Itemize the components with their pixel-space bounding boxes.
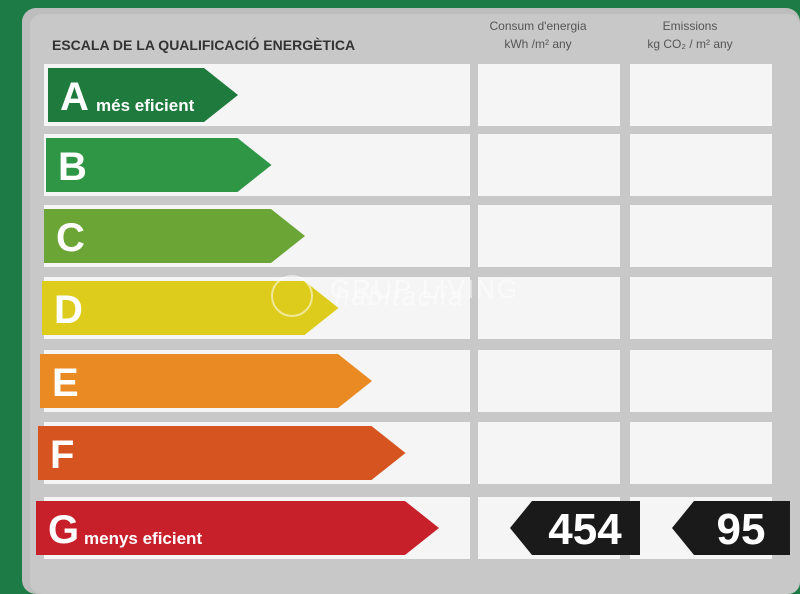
rating-letter: A [60, 75, 89, 119]
consumption-cell [478, 205, 620, 267]
consumption-cell [478, 134, 620, 196]
emissions-badge [672, 501, 790, 555]
rating-note: menys eficient [84, 529, 202, 548]
rating-letter: C [56, 216, 85, 260]
consumption-value: 454 [548, 505, 622, 554]
emissions-cell [630, 422, 772, 484]
consumption-cell [478, 350, 620, 412]
emissions-unit: kg CO₂ / m² any [647, 37, 732, 51]
rating-arrow [38, 426, 406, 480]
rating-arrow [40, 354, 372, 408]
rating-note: més eficient [96, 96, 195, 115]
rating-letter: G [48, 508, 79, 552]
rating-letter: E [52, 361, 79, 405]
emissions-cell [630, 134, 772, 196]
rating-arrow [46, 138, 272, 192]
emissions-title: Emissions [663, 19, 718, 33]
emissions-cell [630, 64, 772, 126]
consumption-cell [478, 277, 620, 339]
rating-arrow [44, 209, 305, 263]
emissions-value: 95 [717, 505, 766, 554]
consumption-cell [478, 64, 620, 126]
emissions-cell [630, 205, 772, 267]
watermark-logo [271, 275, 313, 317]
consumption-unit: kWh /m² any [504, 37, 571, 51]
consumption-badge [510, 501, 640, 555]
watermark-brand: GRUP LIVING [330, 274, 519, 304]
watermark-site: habitaclia [335, 281, 465, 311]
consumption-cell [478, 422, 620, 484]
rating-arrow [36, 501, 439, 555]
rating-letter: D [54, 288, 83, 332]
rating-arrow [42, 281, 339, 335]
rating-letter: B [58, 145, 87, 189]
label-title: ESCALA DE LA QUALIFICACIÓ ENERGÈTICA [52, 36, 355, 53]
rating-letter: F [50, 433, 74, 477]
emissions-cell [630, 277, 772, 339]
emissions-cell [630, 350, 772, 412]
consumption-title: Consum d'energia [489, 19, 586, 33]
rating-arrow [48, 68, 238, 122]
